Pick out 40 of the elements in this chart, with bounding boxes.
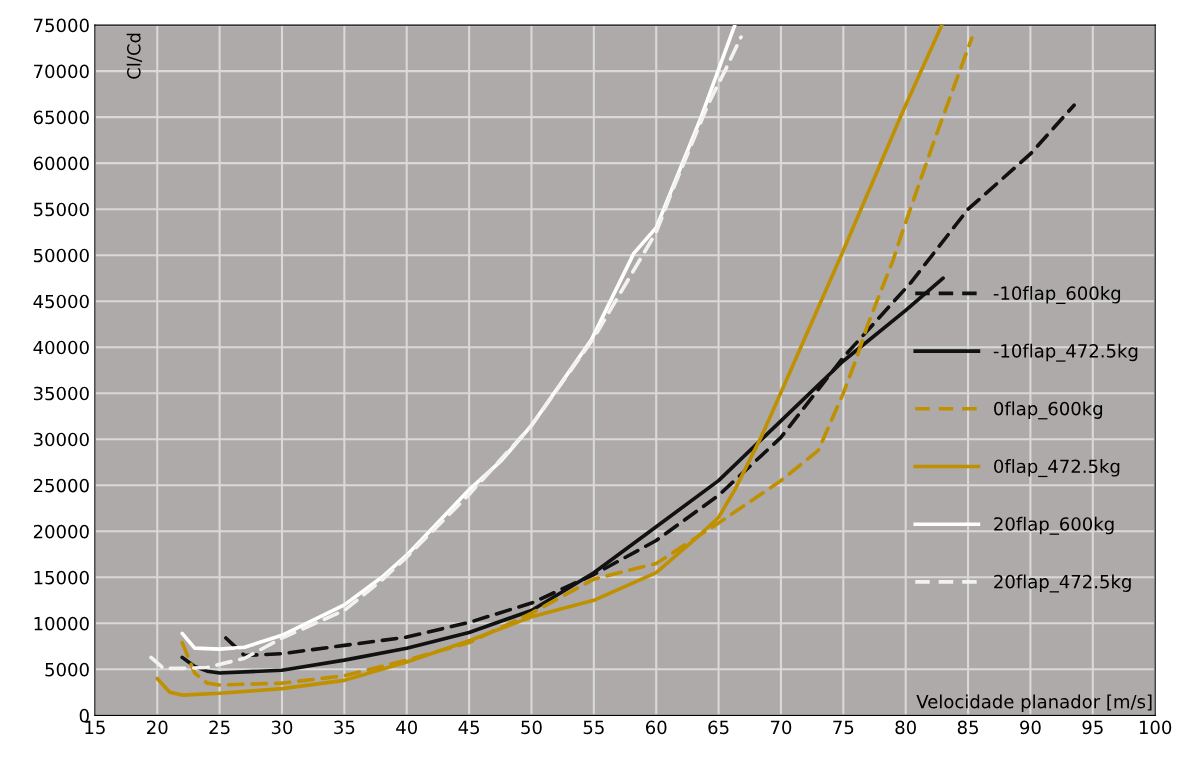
- y-tick-label: 45000: [33, 294, 89, 309]
- x-tick-label: 35: [334, 720, 355, 735]
- legend-label: 20flap_600kg: [994, 516, 1114, 535]
- x-tick-label: 30: [271, 720, 293, 735]
- x-tick-label: 90: [1020, 720, 1041, 735]
- x-tick-label: 70: [770, 720, 792, 735]
- x-tick-label: 95: [1082, 720, 1103, 735]
- legend-label: 20flap_472.5kg: [994, 574, 1131, 593]
- y-tick-label: 25000: [33, 478, 89, 493]
- y-tick-label: 40000: [33, 340, 89, 355]
- x-tick-label: 80: [895, 720, 916, 735]
- y-tick-label: 75000: [34, 18, 89, 33]
- x-axis-title: Velocidade planador [m/s]: [916, 694, 1152, 712]
- x-tick-label: 55: [583, 720, 604, 735]
- x-tick-label: 20: [147, 720, 168, 735]
- x-tick-label: 100: [1139, 720, 1172, 735]
- legend-label: 0flap_600kg: [994, 401, 1103, 420]
- y-tick-label: 50000: [33, 248, 89, 263]
- x-tick-label: 25: [209, 720, 230, 735]
- y-tick-label: 70000: [34, 64, 89, 79]
- y-tick-label: 55000: [33, 202, 89, 217]
- y-tick-label: 5000: [45, 662, 89, 677]
- y-tick-label: 10000: [34, 616, 89, 631]
- y-tick-label: 20000: [33, 524, 89, 539]
- y-tick-label: 30000: [33, 432, 89, 447]
- x-tick-label: 60: [645, 720, 667, 735]
- y-tick-label: 60000: [33, 156, 89, 171]
- y-axis-title: Cl/Cd: [126, 33, 143, 79]
- x-tick-label: 40: [396, 720, 418, 735]
- legend-label: -10flap_472.5kg: [993, 343, 1138, 362]
- x-tick-label: 75: [833, 720, 854, 735]
- y-tick-label: 65000: [33, 110, 89, 125]
- legend-label: 0flap_472.5kg: [994, 459, 1120, 478]
- x-tick-label: 85: [957, 720, 978, 735]
- x-tick-label: 45: [458, 720, 480, 735]
- x-tick-label: 50: [521, 720, 542, 735]
- legend-label: -10flap_600kg: [993, 286, 1121, 304]
- y-tick-label: 15000: [34, 570, 89, 585]
- y-tick-label: 35000: [33, 386, 89, 401]
- x-tick-label: 65: [708, 720, 729, 735]
